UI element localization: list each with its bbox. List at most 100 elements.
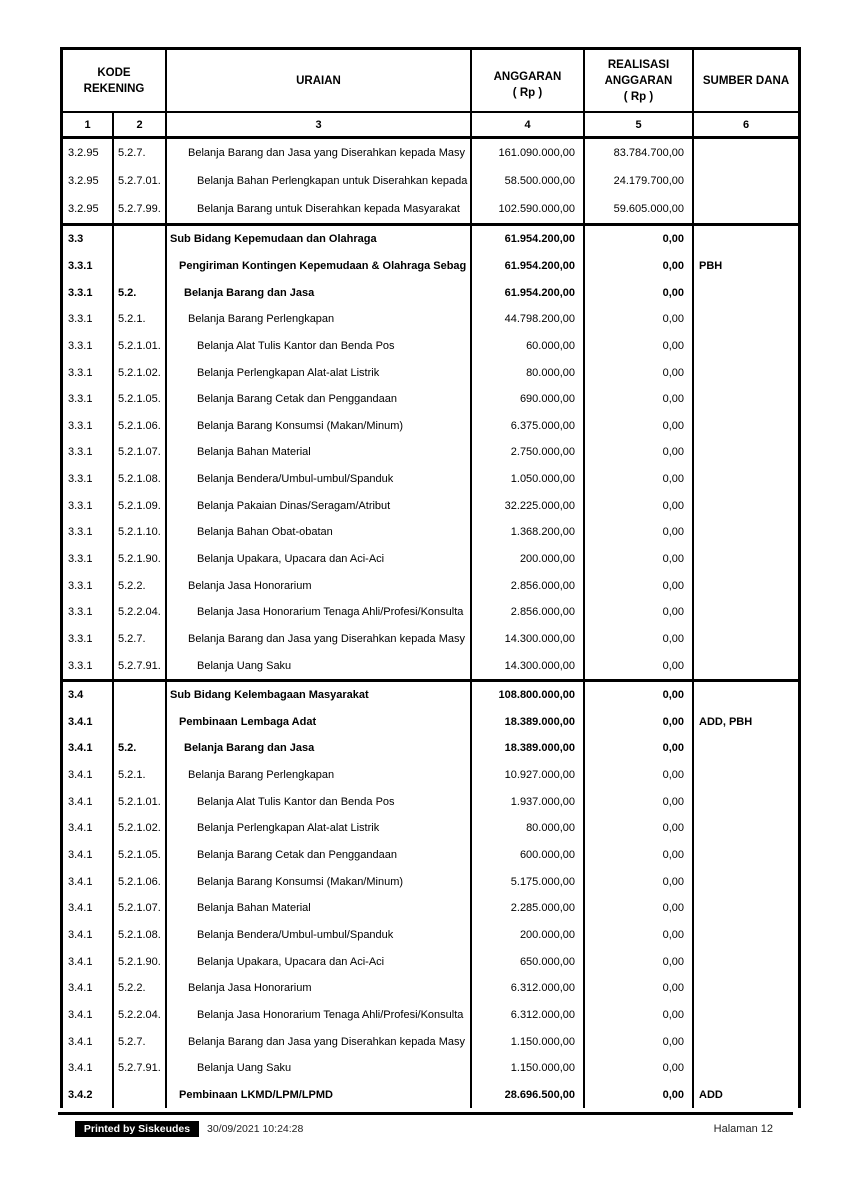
- realisasi-cell: 0,00: [583, 305, 692, 333]
- kode1-cell: 3.4.1: [68, 1035, 93, 1048]
- realisasi-cell: 0,00: [583, 226, 692, 253]
- realisasi-cell: 0,00: [583, 545, 692, 573]
- sumber-dana-cell: [692, 788, 798, 816]
- table-row: 3.3.1 5.2.1.09. Belanja Pakaian Dinas/Se…: [63, 492, 798, 520]
- realisasi-cell: 0,00: [583, 681, 692, 709]
- kode2-cell: 5.2.7.91.: [112, 1054, 165, 1082]
- kode2-cell: 5.2.1.01.: [112, 788, 165, 816]
- sumber-dana-cell: [692, 519, 798, 546]
- kode2-cell: 5.2.1.02.: [112, 815, 165, 842]
- kode1-cell: 3.4.1: [68, 1062, 93, 1075]
- sumber-dana-cell: [692, 761, 798, 789]
- kode1-cell: 3.3.1: [68, 632, 93, 645]
- sumber-dana-cell: [692, 226, 798, 253]
- table-row: 3.3.1 5.2.1. Belanja Barang Perlengkapan…: [63, 305, 798, 333]
- uraian-cell: Belanja Jasa Honorarium Tenaga Ahli/Prof…: [165, 1001, 470, 1029]
- sumber-dana-cell: [692, 1028, 798, 1055]
- footer-divider: [58, 1112, 793, 1115]
- header-kode-line1: KODE: [97, 66, 131, 79]
- uraian-cell: Belanja Alat Tulis Kantor dan Benda Pos: [165, 332, 470, 360]
- kode1-cell: 3.2.95: [68, 147, 99, 159]
- table-row: 3.3.1 5.2.7.91. Belanja Uang Saku 14.300…: [63, 652, 798, 679]
- sumber-dana-cell: [692, 439, 798, 466]
- kode2-cell: 5.2.7.: [112, 139, 165, 167]
- header-kode-rekening: KODE REKENING: [63, 50, 165, 111]
- column-number-row: 1 2 3 4 5 6: [63, 113, 798, 139]
- table-row: 3.3.1 5.2.1.02. Belanja Perlengkapan Ala…: [63, 359, 798, 386]
- realisasi-cell: 0,00: [583, 412, 692, 440]
- sumber-dana-cell: [692, 412, 798, 440]
- sumber-dana-cell: [692, 1054, 798, 1082]
- uraian-cell: Belanja Uang Saku: [165, 1054, 470, 1082]
- table-row: 3.4.1 5.2.2. Belanja Jasa Honorarium 6.3…: [63, 974, 798, 1002]
- anggaran-cell: 80.000,00: [470, 359, 583, 386]
- sumber-dana-cell: [692, 279, 798, 306]
- sumber-dana-cell: [692, 139, 798, 167]
- anggaran-cell: 28.696.500,00: [470, 1081, 583, 1109]
- kode2-cell: [112, 708, 165, 736]
- kode1-cell: 3.3.1: [68, 366, 93, 379]
- header-anggaran-line2: ( Rp ): [512, 87, 543, 99]
- realisasi-cell: 0,00: [583, 735, 692, 762]
- table-row: 3.3.1 5.2.2. Belanja Jasa Honorarium 2.8…: [63, 572, 798, 599]
- kode2-cell: 5.2.: [112, 735, 165, 762]
- kode2-cell: 5.2.: [112, 279, 165, 306]
- kode1-cell: 3.4.1: [68, 1008, 93, 1021]
- anggaran-cell: 2.750.000,00: [470, 439, 583, 466]
- table-row: 3.3.1 5.2.1.10. Belanja Bahan Obat-obata…: [63, 519, 798, 546]
- uraian-cell: Belanja Bendera/Umbul-umbul/Spanduk: [165, 921, 470, 949]
- anggaran-cell: 690.000,00: [470, 385, 583, 413]
- sumber-dana-cell: ADD, PBH: [692, 708, 798, 736]
- kode2-cell: 5.2.1.07.: [112, 895, 165, 922]
- anggaran-cell: 80.000,00: [470, 815, 583, 842]
- table-row: 3.4.1 5.2.1.02. Belanja Perlengkapan Ala…: [63, 815, 798, 842]
- anggaran-cell: 200.000,00: [470, 921, 583, 949]
- kode2-cell: 5.2.1.06.: [112, 868, 165, 896]
- uraian-cell: Belanja Barang untuk Diserahkan kepada M…: [165, 195, 470, 223]
- realisasi-cell: 0,00: [583, 1028, 692, 1055]
- anggaran-cell: 600.000,00: [470, 841, 583, 869]
- kode2-cell: 5.2.2.: [112, 572, 165, 599]
- kode2-cell: 5.2.2.04.: [112, 1001, 165, 1029]
- table-row: 3.3.1 5.2.1.01. Belanja Alat Tulis Kanto…: [63, 332, 798, 360]
- kode1-cell: 3.3.1: [68, 259, 93, 272]
- uraian-cell: Belanja Barang Konsumsi (Makan/Minum): [165, 868, 470, 896]
- kode1-cell: 3.3.1: [68, 606, 93, 619]
- kode2-cell: [112, 252, 165, 280]
- sumber-dana-cell: [692, 735, 798, 762]
- kode2-cell: 5.2.1.05.: [112, 385, 165, 413]
- anggaran-cell: 6.312.000,00: [470, 1001, 583, 1029]
- anggaran-cell: 1.937.000,00: [470, 788, 583, 816]
- table-row: 3.2.95 5.2.7. Belanja Barang dan Jasa ya…: [63, 139, 798, 167]
- table-row: 3.4.1 5.2.1. Belanja Barang Perlengkapan…: [63, 761, 798, 789]
- kode1-cell: 3.4.1: [68, 902, 93, 915]
- kode1-cell: 3.3.1: [68, 579, 93, 592]
- realisasi-cell: 0,00: [583, 572, 692, 599]
- sumber-dana-cell: [692, 1001, 798, 1029]
- header-realisasi-anggaran: REALISASI ANGGARAN ( Rp ): [583, 50, 692, 111]
- realisasi-cell: 0,00: [583, 708, 692, 736]
- sumber-dana-cell: [692, 545, 798, 573]
- uraian-cell: Belanja Barang dan Jasa yang Diserahkan …: [165, 1028, 470, 1055]
- uraian-cell: Belanja Jasa Honorarium: [165, 572, 470, 599]
- sumber-dana-cell: [692, 921, 798, 949]
- kode2-cell: 5.2.1.90.: [112, 545, 165, 573]
- sumber-dana-cell: [692, 841, 798, 869]
- uraian-cell: Sub Bidang Kelembagaan Masyarakat: [165, 681, 470, 709]
- realisasi-cell: 0,00: [583, 252, 692, 280]
- anggaran-cell: 44.798.200,00: [470, 305, 583, 333]
- anggaran-cell: 2.856.000,00: [470, 572, 583, 599]
- row-group: 3.2.95 5.2.7. Belanja Barang dan Jasa ya…: [63, 139, 798, 223]
- kode2-cell: [112, 226, 165, 253]
- kode1-cell: 3.3.1: [68, 526, 93, 539]
- kode2-cell: 5.2.1.02.: [112, 359, 165, 386]
- anggaran-cell: 1.050.000,00: [470, 465, 583, 493]
- realisasi-cell: 0,00: [583, 1054, 692, 1082]
- kode1-cell: 3.3.1: [68, 313, 93, 326]
- uraian-cell: Belanja Barang Perlengkapan: [165, 305, 470, 333]
- uraian-cell: Belanja Upakara, Upacara dan Aci-Aci: [165, 948, 470, 975]
- table-row: 3.3.1 5.2.7. Belanja Barang dan Jasa yan…: [63, 625, 798, 653]
- header-anggaran-line1: ANGGARAN: [493, 71, 562, 83]
- realisasi-cell: 0,00: [583, 841, 692, 869]
- uraian-cell: Belanja Barang dan Jasa: [165, 735, 470, 762]
